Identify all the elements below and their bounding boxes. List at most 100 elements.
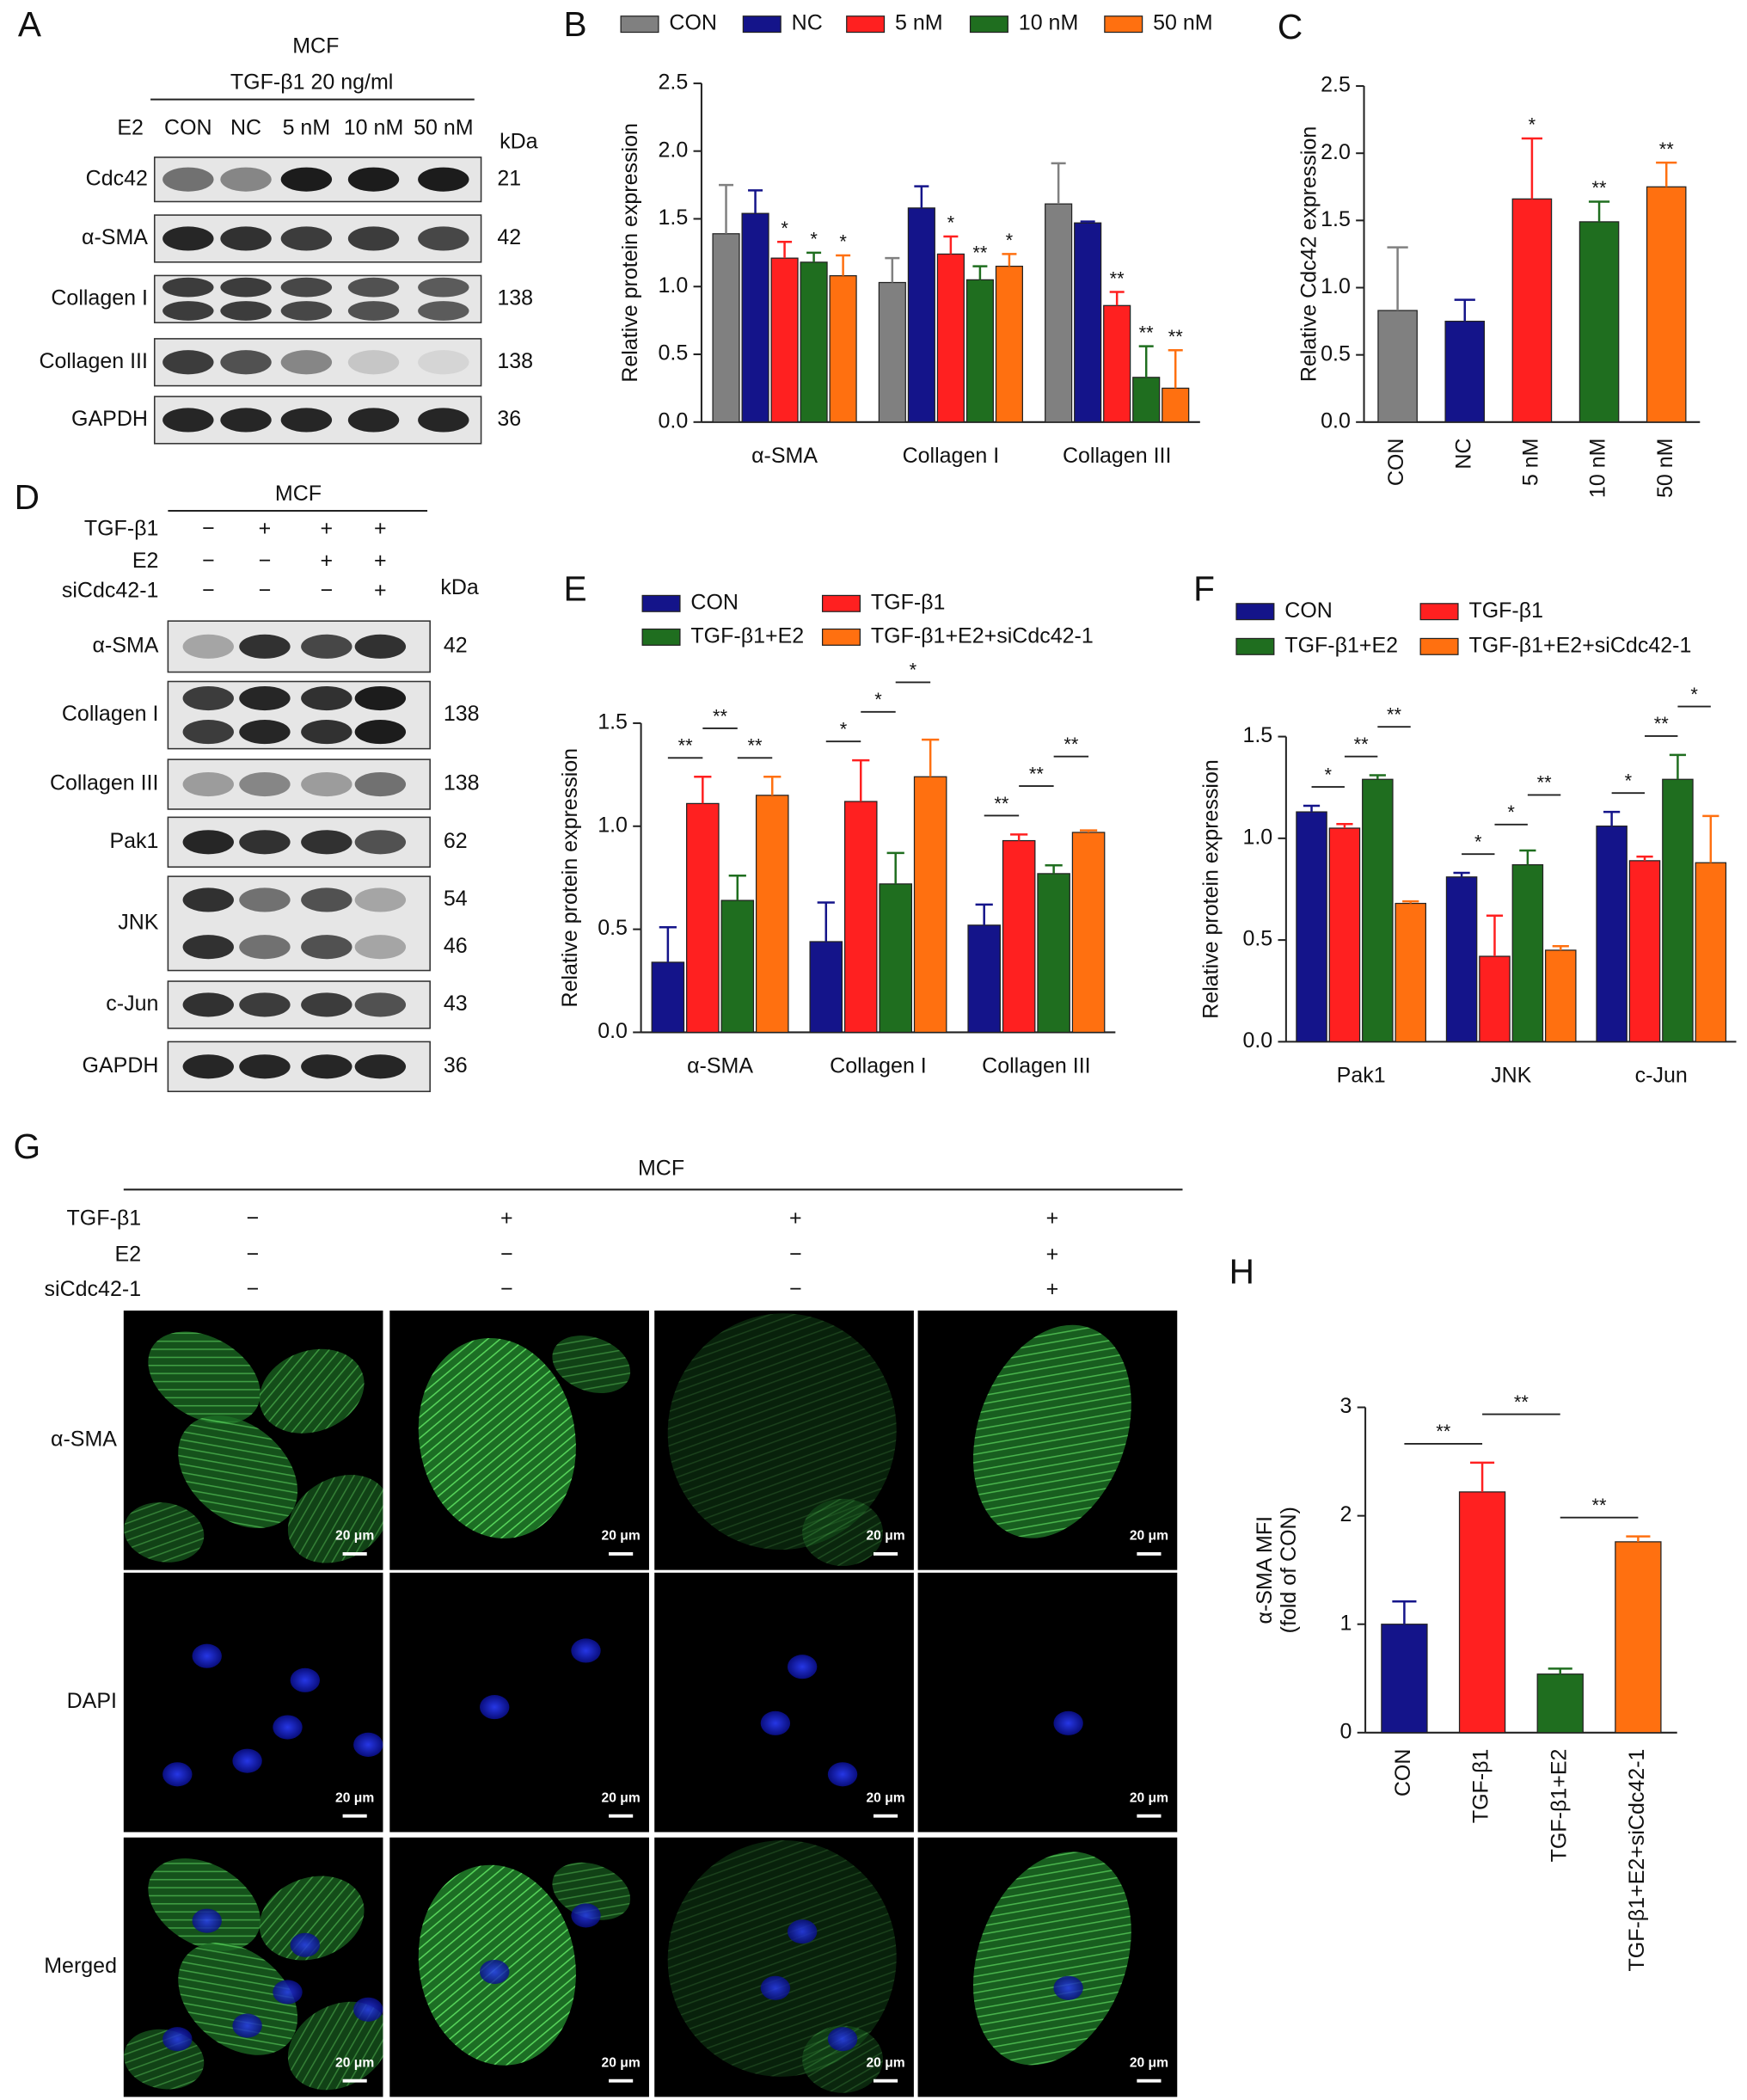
bar [878, 281, 906, 423]
condition-sign: − [259, 578, 272, 602]
bar [1395, 902, 1426, 1043]
nucleus [192, 1908, 222, 1933]
x-tick-label: TGF-β1+E2 [1547, 1749, 1571, 1863]
condition-label: siCdc42-1 [62, 578, 159, 602]
x-tick-label: Collagen I [830, 1054, 927, 1078]
bar [1545, 949, 1577, 1043]
band-kda: 36 [497, 407, 521, 431]
error-bar [1603, 810, 1621, 826]
bar [913, 776, 947, 1034]
blot-band [347, 301, 400, 321]
blot-band [301, 720, 352, 745]
band-label: Pak1 [109, 829, 158, 853]
error-bar [1548, 1667, 1572, 1674]
comparison-label: * [1507, 801, 1515, 823]
x-tick-label: c-Jun [1635, 1064, 1688, 1088]
error-bar [1045, 864, 1063, 874]
band-kda: 62 [444, 829, 468, 853]
band-kda: 46 [444, 934, 468, 958]
treatment: TGF-β1 20 ng/ml [230, 71, 393, 95]
comparison-label: ** [1387, 704, 1402, 726]
condition-sign: + [374, 516, 387, 540]
blot-band [301, 935, 352, 960]
error-bar [1303, 804, 1321, 813]
nucleus [192, 1643, 222, 1668]
y-tick-label: 1.0 [598, 813, 628, 837]
nucleus [480, 1959, 510, 1985]
bar [1458, 1491, 1506, 1734]
cell-actin [667, 1839, 897, 2077]
nucleus [760, 1710, 791, 1735]
y-axis-title: Relative protein expression [558, 748, 582, 1008]
scale-bar-label: 20 μm [602, 1791, 641, 1806]
scale-bar-label: 20 μm [602, 2055, 641, 2070]
nucleus [273, 1980, 303, 2005]
error-bar [1486, 914, 1504, 957]
blot-band [239, 992, 291, 1017]
band-label: Collagen III [39, 349, 147, 373]
y-tick-label: 2.0 [1321, 140, 1351, 164]
nucleus [162, 1762, 193, 1787]
blot-band [239, 720, 291, 745]
nucleus [162, 2027, 193, 2052]
micrograph [917, 1572, 1178, 1833]
legend-label: 5 nM [895, 11, 943, 35]
error-bar [659, 925, 677, 962]
blot-band [354, 935, 407, 960]
significance: ** [1592, 177, 1608, 199]
micrograph-content [124, 1331, 383, 1563]
comparison-label: * [874, 689, 882, 710]
bar [770, 257, 799, 423]
legend-swatch [620, 15, 659, 34]
lane-label: 5 nM [283, 116, 331, 140]
error-bar [885, 256, 900, 283]
cell-actin [178, 1942, 298, 2055]
blot-band [418, 226, 469, 251]
legend-swatch [821, 628, 861, 646]
x-tick-label: α-SMA [687, 1054, 753, 1078]
blot-band [347, 167, 400, 192]
lane-label: CON [164, 116, 212, 140]
error-bar [1656, 161, 1677, 187]
condition-sign: − [247, 1243, 260, 1267]
band-kda: 138 [444, 771, 480, 795]
legend-label: 10 nM [1019, 11, 1078, 35]
blot-band [418, 301, 469, 321]
error-bar [972, 265, 988, 280]
bar [965, 279, 994, 423]
error-bar [1402, 900, 1419, 904]
error-bar [817, 901, 835, 942]
legend-label: TGF-β1+E2+siCdc42-1 [871, 624, 1094, 648]
bar [712, 233, 740, 423]
error-bar [1669, 753, 1687, 780]
bar [1296, 811, 1327, 1043]
cell-actin [124, 1502, 205, 1563]
panel-label: F [1193, 568, 1215, 608]
bar [1628, 860, 1661, 1043]
legend-swatch [1235, 603, 1275, 621]
comparison-label: ** [1537, 772, 1553, 794]
legend-swatch [969, 15, 1008, 34]
y-tick-label: 2.0 [659, 138, 689, 162]
blot-band [182, 771, 234, 797]
nucleus [232, 1748, 262, 1773]
blot-band [301, 685, 352, 711]
condition-sign: − [202, 516, 215, 540]
blot-band [239, 634, 291, 659]
comparison-label: * [1625, 770, 1633, 791]
y-axis-title: Relative protein expression [1199, 759, 1223, 1019]
legend-swatch [846, 15, 886, 34]
blot-band [182, 720, 234, 745]
y-tick-label: 1 [1340, 1611, 1352, 1635]
error-bar [1454, 298, 1475, 322]
blot-band [239, 830, 291, 855]
micrograph [123, 1572, 383, 1833]
cell-actin [148, 1858, 261, 1951]
error-bar [1010, 833, 1028, 841]
legend-label: 50 nM [1153, 11, 1212, 35]
significance: * [1006, 230, 1014, 251]
y-axis-title: α-SMA MFI [1253, 1516, 1277, 1624]
bar [1596, 826, 1627, 1043]
error-bar [852, 758, 870, 802]
micrograph-content [124, 1858, 383, 2091]
